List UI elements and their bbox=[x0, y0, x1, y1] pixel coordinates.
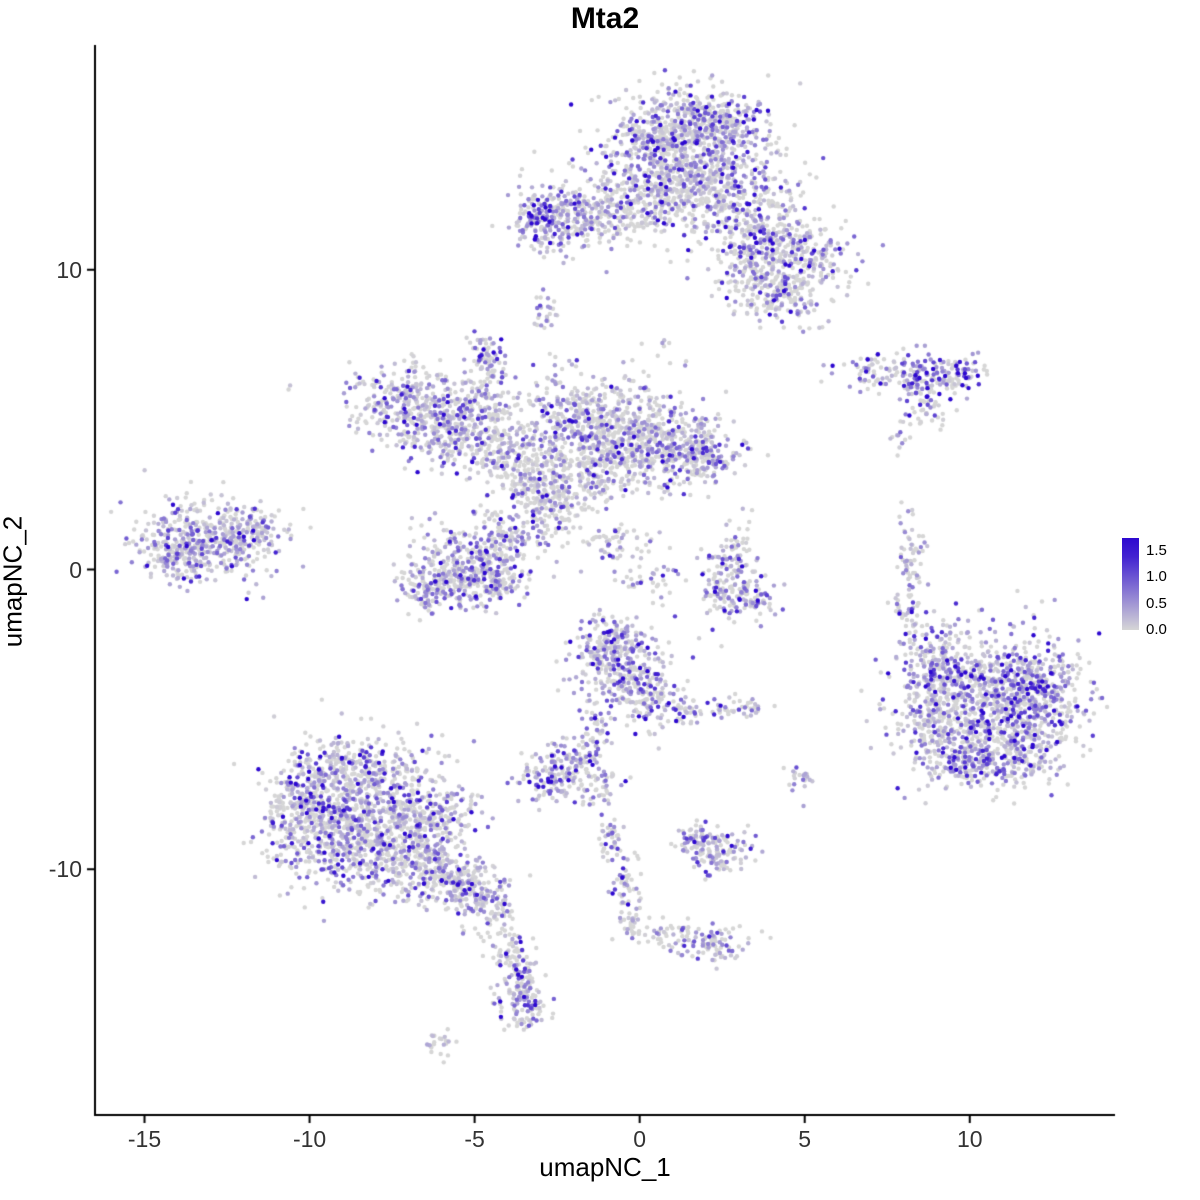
expression-legend: 1.5 1.0 0.5 0.0 bbox=[1122, 538, 1198, 638]
legend-gradient-bar bbox=[1122, 538, 1139, 630]
y-tick-label: 0 bbox=[69, 556, 82, 583]
legend-tick-label: 0.5 bbox=[1146, 594, 1167, 612]
x-tick-label: 0 bbox=[633, 1126, 647, 1152]
x-tick-label: 5 bbox=[798, 1126, 812, 1152]
legend-tick-label: 1.5 bbox=[1146, 542, 1167, 560]
y-tick-label: -10 bbox=[48, 856, 82, 883]
x-axis-label: umapNC_1 bbox=[539, 1152, 671, 1182]
x-tick-label: -15 bbox=[127, 1126, 162, 1152]
y-tick-label: 10 bbox=[56, 256, 82, 283]
legend-tick-label: 0.0 bbox=[1146, 621, 1167, 638]
x-tick-label: -5 bbox=[464, 1126, 485, 1152]
x-tick-label: -10 bbox=[292, 1126, 327, 1152]
x-tick-label: 10 bbox=[956, 1126, 983, 1152]
plot-title: Mta2 bbox=[570, 2, 640, 35]
legend-tick-label: 1.0 bbox=[1146, 568, 1167, 586]
